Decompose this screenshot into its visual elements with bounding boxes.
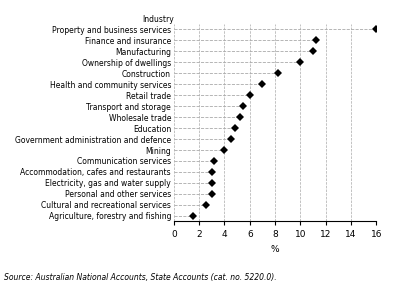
Text: Source: Australian National Accounts, State Accounts (cat. no. 5220.0).: Source: Australian National Accounts, St… (4, 273, 277, 282)
Text: Industry: Industry (142, 15, 174, 24)
X-axis label: %: % (271, 245, 279, 254)
